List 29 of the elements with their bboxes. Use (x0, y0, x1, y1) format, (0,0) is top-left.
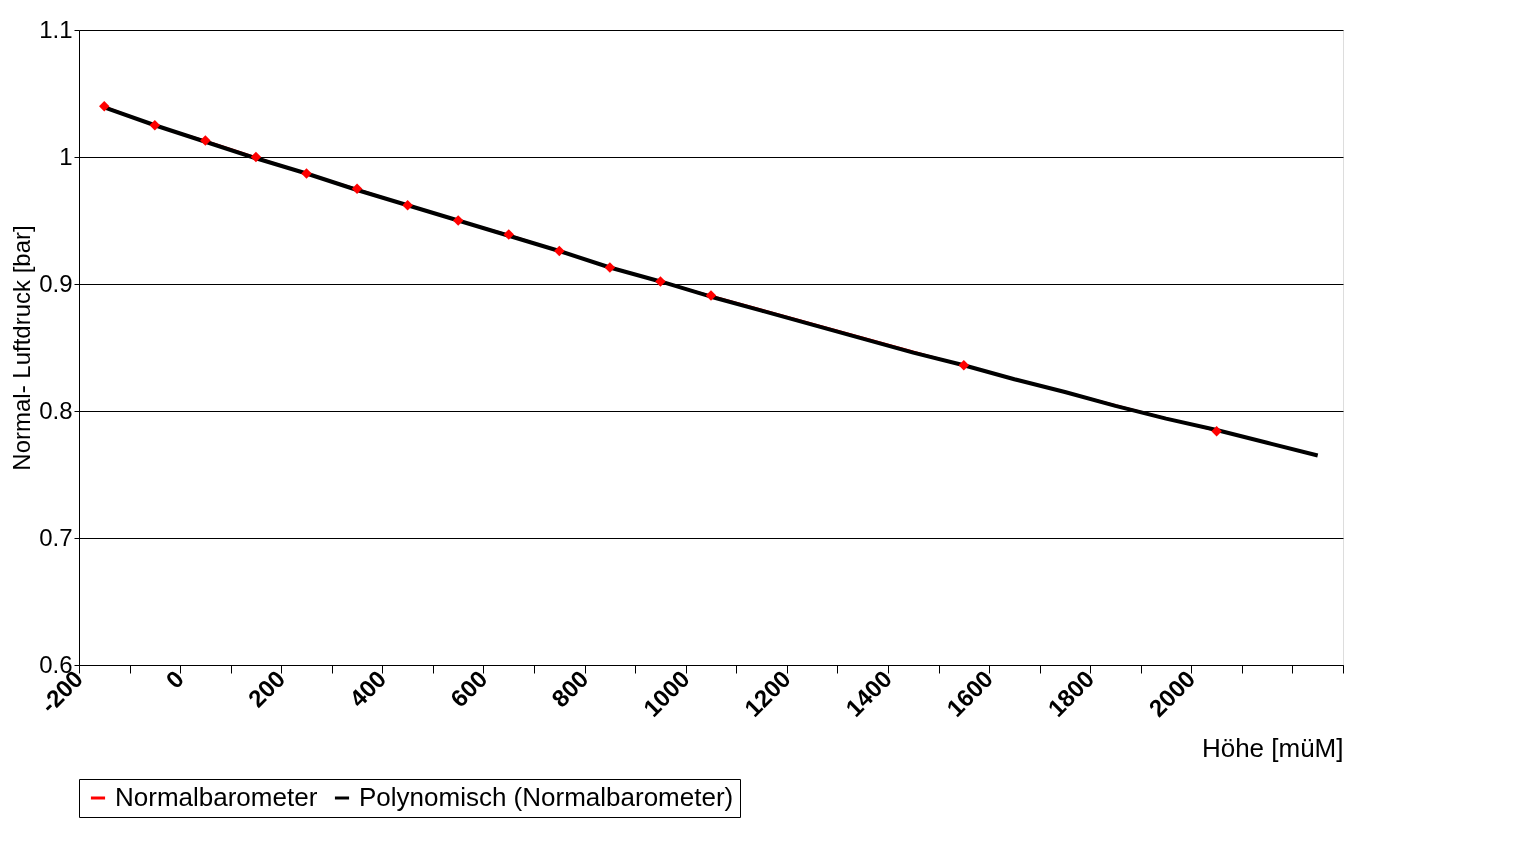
point (1211, 426, 1222, 437)
point (503, 229, 514, 240)
point (149, 120, 161, 131)
point (604, 262, 616, 273)
x-tick-label: 0 (160, 664, 190, 694)
point (200, 135, 211, 146)
point (99, 100, 110, 112)
point (250, 151, 262, 163)
point (301, 168, 312, 179)
legend-label: Normalbarometer (115, 782, 318, 812)
point (351, 183, 363, 194)
y-axis-title: Normal- Luftdruck [bar] (8, 225, 36, 471)
point (655, 276, 666, 287)
x-tick-label: 400 (343, 664, 392, 713)
point (705, 290, 717, 301)
point (402, 200, 413, 211)
y-tick-label: 1 (59, 142, 73, 170)
x-tick-label: 800 (546, 664, 594, 713)
point (452, 215, 464, 226)
point (554, 245, 565, 257)
point (958, 360, 970, 371)
x-axis-title: Höhe [müM] (1201, 732, 1344, 763)
x-tick-label: 600 (445, 664, 493, 713)
y-tick-label: 1.1 (39, 15, 73, 43)
x-tick-label: 200 (242, 664, 291, 713)
y-tick-label: 0.9 (39, 269, 73, 297)
legend-label: Polynomisch (Normalbarometer) (359, 782, 734, 812)
y-tick-label: 0.8 (39, 396, 73, 424)
y-tick-label: 0.7 (39, 523, 73, 551)
